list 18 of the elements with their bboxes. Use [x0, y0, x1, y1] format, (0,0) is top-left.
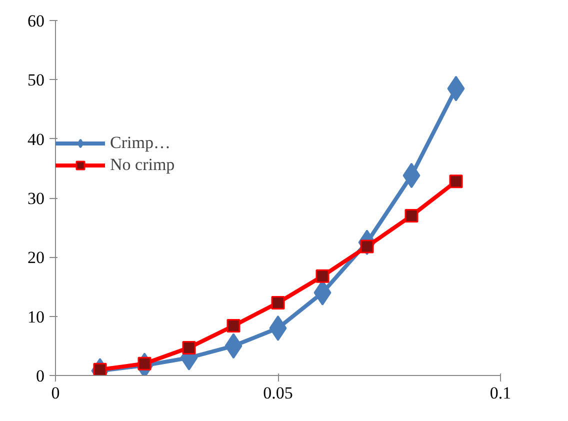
point	[449, 174, 463, 188]
y-tick-label: 10	[28, 307, 44, 326]
y-tick-label: 40	[28, 130, 44, 149]
y-tick-label: 20	[28, 248, 44, 268]
point	[404, 209, 418, 222]
point	[316, 269, 330, 283]
y-tick-label: 60	[28, 12, 44, 30]
point	[271, 296, 285, 310]
x-tick-label: 0.1	[490, 384, 512, 402]
point	[226, 319, 240, 333]
y-tick-label: 30	[28, 189, 44, 208]
legend-label: No crimp	[110, 155, 175, 175]
x-tick-label: 0	[51, 384, 60, 402]
x-tick-label: 0.05	[263, 384, 293, 402]
y-tick-label: 50	[28, 70, 44, 90]
legend-label: Crimp…	[110, 133, 170, 153]
y-tick-label: 0	[36, 366, 44, 386]
point	[182, 340, 196, 354]
